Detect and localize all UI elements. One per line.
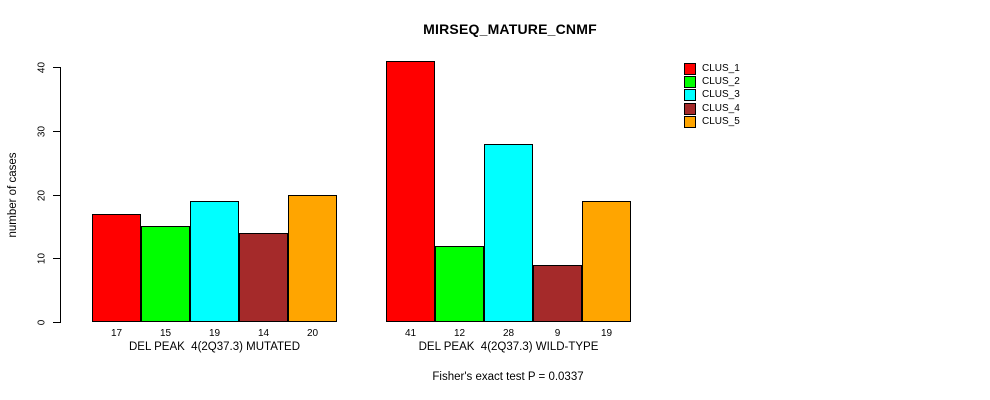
y-axis-tick — [53, 322, 60, 323]
y-axis-tick — [53, 67, 60, 68]
bar-clus-2 — [141, 226, 190, 322]
bar-clus-1 — [92, 213, 141, 322]
y-axis-tick — [53, 194, 60, 196]
legend-item: CLUS_3 — [684, 89, 814, 102]
bar-value-label: 15 — [159, 328, 172, 339]
bar-value-label: 17 — [110, 328, 123, 339]
legend-label: CLUS_3 — [702, 89, 740, 101]
y-tick-label: 0 — [36, 319, 48, 326]
bar-clus-3 — [190, 200, 239, 322]
footnote: Fisher's exact test P = 0.0337 — [432, 371, 584, 383]
chart-title: MIRSEQ_MATURE_CNMF — [423, 21, 597, 37]
legend-item: CLUS_4 — [684, 102, 814, 116]
legend-label: CLUS_2 — [702, 76, 740, 88]
y-tick-label: 20 — [36, 189, 48, 201]
bar-clus-5 — [288, 194, 337, 322]
y-axis-line — [60, 67, 61, 323]
legend-item: CLUS_2 — [684, 76, 814, 89]
legend: CLUS_1 CLUS_2 CLUS_3 CLUS_4 CLUS_5 — [684, 63, 814, 135]
bar-value-label: 41 — [404, 328, 417, 339]
legend-label: CLUS_1 — [702, 63, 740, 74]
bar-clus-5 — [582, 200, 631, 322]
bar-value-label: 12 — [453, 328, 466, 339]
y-axis-tick — [53, 130, 60, 132]
bar-value-label: 20 — [306, 328, 319, 339]
legend-swatch — [684, 76, 696, 89]
y-tick-label: 30 — [36, 125, 48, 137]
bar-clus-1 — [386, 60, 435, 322]
legend-swatch — [684, 115, 696, 128]
bar-value-label: 14 — [257, 328, 270, 339]
bar-value-label: 19 — [600, 328, 613, 339]
legend-item: CLUS_1 — [684, 63, 814, 76]
bar-value-label: 9 — [554, 328, 561, 339]
legend-swatch — [684, 89, 696, 102]
legend-item: CLUS_5 — [684, 115, 814, 129]
bar-clus-4 — [533, 264, 582, 322]
bar-value-label: 28 — [502, 328, 515, 339]
bar-clus-3 — [484, 143, 533, 322]
y-tick-label: 10 — [36, 253, 48, 265]
bar-clus-2 — [435, 245, 484, 322]
legend-label: CLUS_5 — [702, 115, 740, 127]
bar-value-label: 19 — [208, 328, 221, 339]
y-tick-label: 40 — [36, 61, 48, 74]
bar-clus-4 — [239, 232, 288, 322]
x-group-label: DEL PEAK 4(2Q37.3) MUTATED — [128, 341, 301, 353]
legend-label: CLUS_4 — [702, 102, 740, 114]
legend-swatch — [684, 102, 696, 115]
y-axis-tick — [53, 258, 60, 260]
legend-swatch — [684, 63, 696, 75]
x-group-label: DEL PEAK 4(2Q37.3) WILD-TYPE — [418, 341, 599, 353]
